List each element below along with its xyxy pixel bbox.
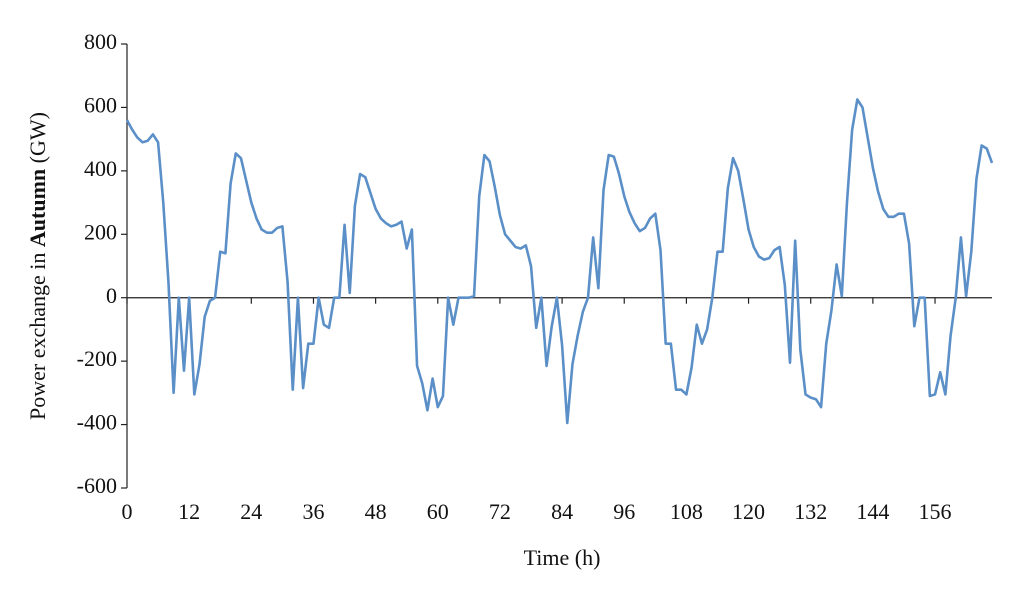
x-tick-label: 24 (240, 499, 262, 524)
x-tick-label: 12 (178, 499, 200, 524)
y-tick-label: 400 (84, 156, 117, 181)
y-tick-label: 0 (106, 283, 117, 308)
x-tick-label: 0 (122, 499, 133, 524)
y-tick-label: -600 (77, 473, 117, 498)
x-tick-label: 132 (794, 499, 827, 524)
x-tick-label: 60 (427, 499, 449, 524)
y-tick-label: -400 (77, 410, 117, 435)
y-tick-label: 600 (84, 92, 117, 117)
x-axis-label: Time (h) (524, 545, 601, 570)
y-tick-label: 800 (84, 29, 117, 54)
y-label-part: Power exchange in (25, 247, 50, 420)
y-label-part: Autumn (25, 169, 50, 247)
series-line (125, 98, 994, 425)
x-tick-label: 96 (613, 499, 635, 524)
x-tick-label: 36 (302, 499, 324, 524)
x-tick-label: 72 (489, 499, 511, 524)
y-tick-label: -200 (77, 346, 117, 371)
x-tick-label: 156 (919, 499, 952, 524)
y-axis-label: Power exchange in Autumn (GW) (25, 112, 50, 420)
x-tick-label: 48 (365, 499, 387, 524)
x-tick-label: 84 (551, 499, 573, 524)
x-tick-label: 144 (856, 499, 889, 524)
y-tick-label: 200 (84, 219, 117, 244)
x-tick-label: 108 (670, 499, 703, 524)
y-label-part: (GW) (25, 112, 50, 169)
x-tick-label: 120 (732, 499, 765, 524)
